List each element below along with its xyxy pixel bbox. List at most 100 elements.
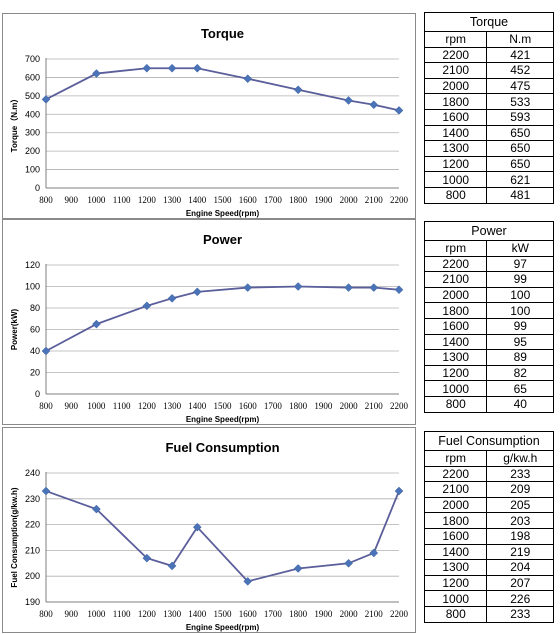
fuel-consumption-table: Fuel Consumption rpm g/kw.h 2200 233 2100 209 2… (423, 431, 554, 623)
value-cell: 650 (486, 140, 554, 157)
y-tick-label: 20 (30, 368, 40, 378)
x-tick-label: 1600 (239, 401, 258, 411)
table-row: 2000 475 (423, 77, 554, 95)
value-cell: 203 (486, 512, 554, 529)
x-tick-label: 1400 (188, 609, 207, 619)
x-tick-label: 1000 (87, 401, 106, 411)
table-row: 1000 226 (423, 590, 554, 607)
table-header-row: rpm N.m (423, 31, 554, 48)
value-cell: 95 (486, 333, 554, 351)
table-column-header: g/kw.h (486, 450, 554, 467)
value-cell: 99 (486, 317, 554, 335)
x-tick-label: 900 (64, 609, 78, 619)
table-row: 2200 421 (423, 46, 554, 64)
y-tick-label: 600 (25, 72, 40, 82)
chart-0-torque-point-1200 (142, 63, 152, 73)
value-cell: 219 (486, 543, 554, 561)
chart-0-torque-point-1800 (293, 85, 303, 95)
x-tick-label: 2200 (390, 609, 409, 619)
x-tick-label: 800 (39, 609, 53, 619)
y-tick-label: 200 (25, 146, 40, 156)
rpm-cell: 2200 (423, 255, 488, 273)
rpm-cell: 1300 (423, 559, 488, 576)
value-cell: 533 (486, 93, 554, 110)
value-cell: 621 (486, 171, 554, 188)
x-tick-label: 1500 (214, 195, 233, 205)
value-cell: 99 (486, 271, 554, 288)
chart-panel-fuel-consumption: Fuel Consumption 190 200 210 220 230 240 800 900… (2, 427, 416, 633)
chart-1-power-point-1200 (142, 301, 152, 311)
value-cell: 207 (486, 574, 554, 592)
x-tick-label: 2100 (365, 609, 384, 619)
x-tick-label: 1600 (239, 609, 258, 619)
power-table: Power rpm kW 2200 97 2100 99 2000 100 1800 100 1600… (423, 221, 554, 413)
x-tick-label: 1200 (138, 401, 157, 411)
table-row: 1400 650 (423, 124, 554, 142)
x-tick-label: 1000 (87, 195, 106, 205)
x-tick-label: 1800 (289, 401, 308, 411)
table-column-header: rpm (423, 31, 488, 48)
value-cell: 205 (486, 496, 554, 514)
table-row: 2100 99 (423, 271, 554, 288)
chart-0-torque-point-2200 (394, 106, 404, 115)
table-row: 800 481 (423, 186, 554, 204)
table-row: 2100 209 (423, 481, 554, 498)
value-cell: 100 (486, 286, 554, 304)
x-tick-label: 900 (64, 195, 78, 205)
y-axis-label: Fuel Consumption(g/kw.h) (10, 487, 19, 587)
x-tick-label: 2000 (340, 609, 359, 619)
y-tick-label: 0 (35, 183, 40, 193)
table-row: 2100 452 (423, 62, 554, 79)
value-cell: 481 (486, 186, 554, 204)
chart-1-power-point-1800 (293, 282, 303, 291)
chart-0-torque-point-800 (41, 95, 51, 104)
x-tick-label: 1700 (264, 609, 283, 619)
x-tick-label: 2200 (390, 401, 409, 411)
value-cell: 97 (486, 255, 554, 273)
rpm-cell: 2200 (423, 46, 488, 64)
table-row: 1000 621 (423, 171, 554, 188)
x-tick-label: 1400 (188, 195, 207, 205)
x-tick-label: 1100 (113, 401, 131, 411)
power-chart: Power 0 20 40 60 80 100 120 800 900 1000 1100 1200 13… (10, 232, 409, 424)
chart-2-fuel-consumption-point-800 (41, 486, 51, 496)
chart-1-power-series-line (45, 285, 400, 352)
y-tick-label: 240 (25, 468, 40, 478)
chart-1-power-point-2200 (394, 285, 404, 295)
rpm-cell: 2000 (423, 496, 488, 514)
x-tick-label: 1900 (314, 401, 333, 411)
table-title-row: Torque (424, 12, 554, 32)
rpm-cell: 800 (423, 395, 488, 413)
table-title-row: Power (424, 221, 554, 241)
rpm-cell: 1800 (423, 93, 488, 110)
chart-1-power-point-1600 (243, 283, 253, 292)
x-tick-label: 800 (39, 401, 53, 411)
rpm-cell: 1400 (423, 124, 488, 142)
x-tick-label: 1900 (314, 609, 333, 619)
chart-2-fuel-consumption-point-2200 (394, 486, 404, 496)
rpm-cell: 2100 (423, 271, 488, 288)
x-tick-label: 1200 (138, 195, 157, 205)
table-row: 1800 203 (423, 512, 554, 529)
table-row: 1300 89 (423, 349, 554, 366)
x-tick-label: 1700 (264, 195, 283, 205)
value-cell: 204 (486, 559, 554, 576)
rpm-cell: 1200 (423, 574, 488, 592)
x-axis-label: Engine Speed(rpm) (186, 623, 260, 632)
rpm-cell: 2100 (423, 62, 488, 79)
table-column-header: rpm (423, 240, 488, 257)
chart-1-power-point-1400 (192, 287, 202, 297)
x-tick-label: 1400 (188, 401, 207, 411)
value-cell: 40 (486, 395, 554, 413)
x-tick-label: 1700 (264, 401, 283, 411)
rpm-cell: 1300 (423, 140, 488, 157)
table-row: 2000 100 (423, 286, 554, 304)
table-title: Fuel Consumption (424, 431, 554, 451)
x-tick-label: 1100 (113, 609, 131, 619)
y-tick-label: 80 (30, 303, 40, 313)
y-tick-label: 210 (25, 545, 40, 555)
y-tick-label: 400 (25, 109, 40, 119)
chart-2-fuel-consumption-point-1200 (142, 553, 152, 563)
chart-1-power-point-1300 (167, 293, 177, 303)
y-tick-label: 190 (25, 597, 40, 607)
